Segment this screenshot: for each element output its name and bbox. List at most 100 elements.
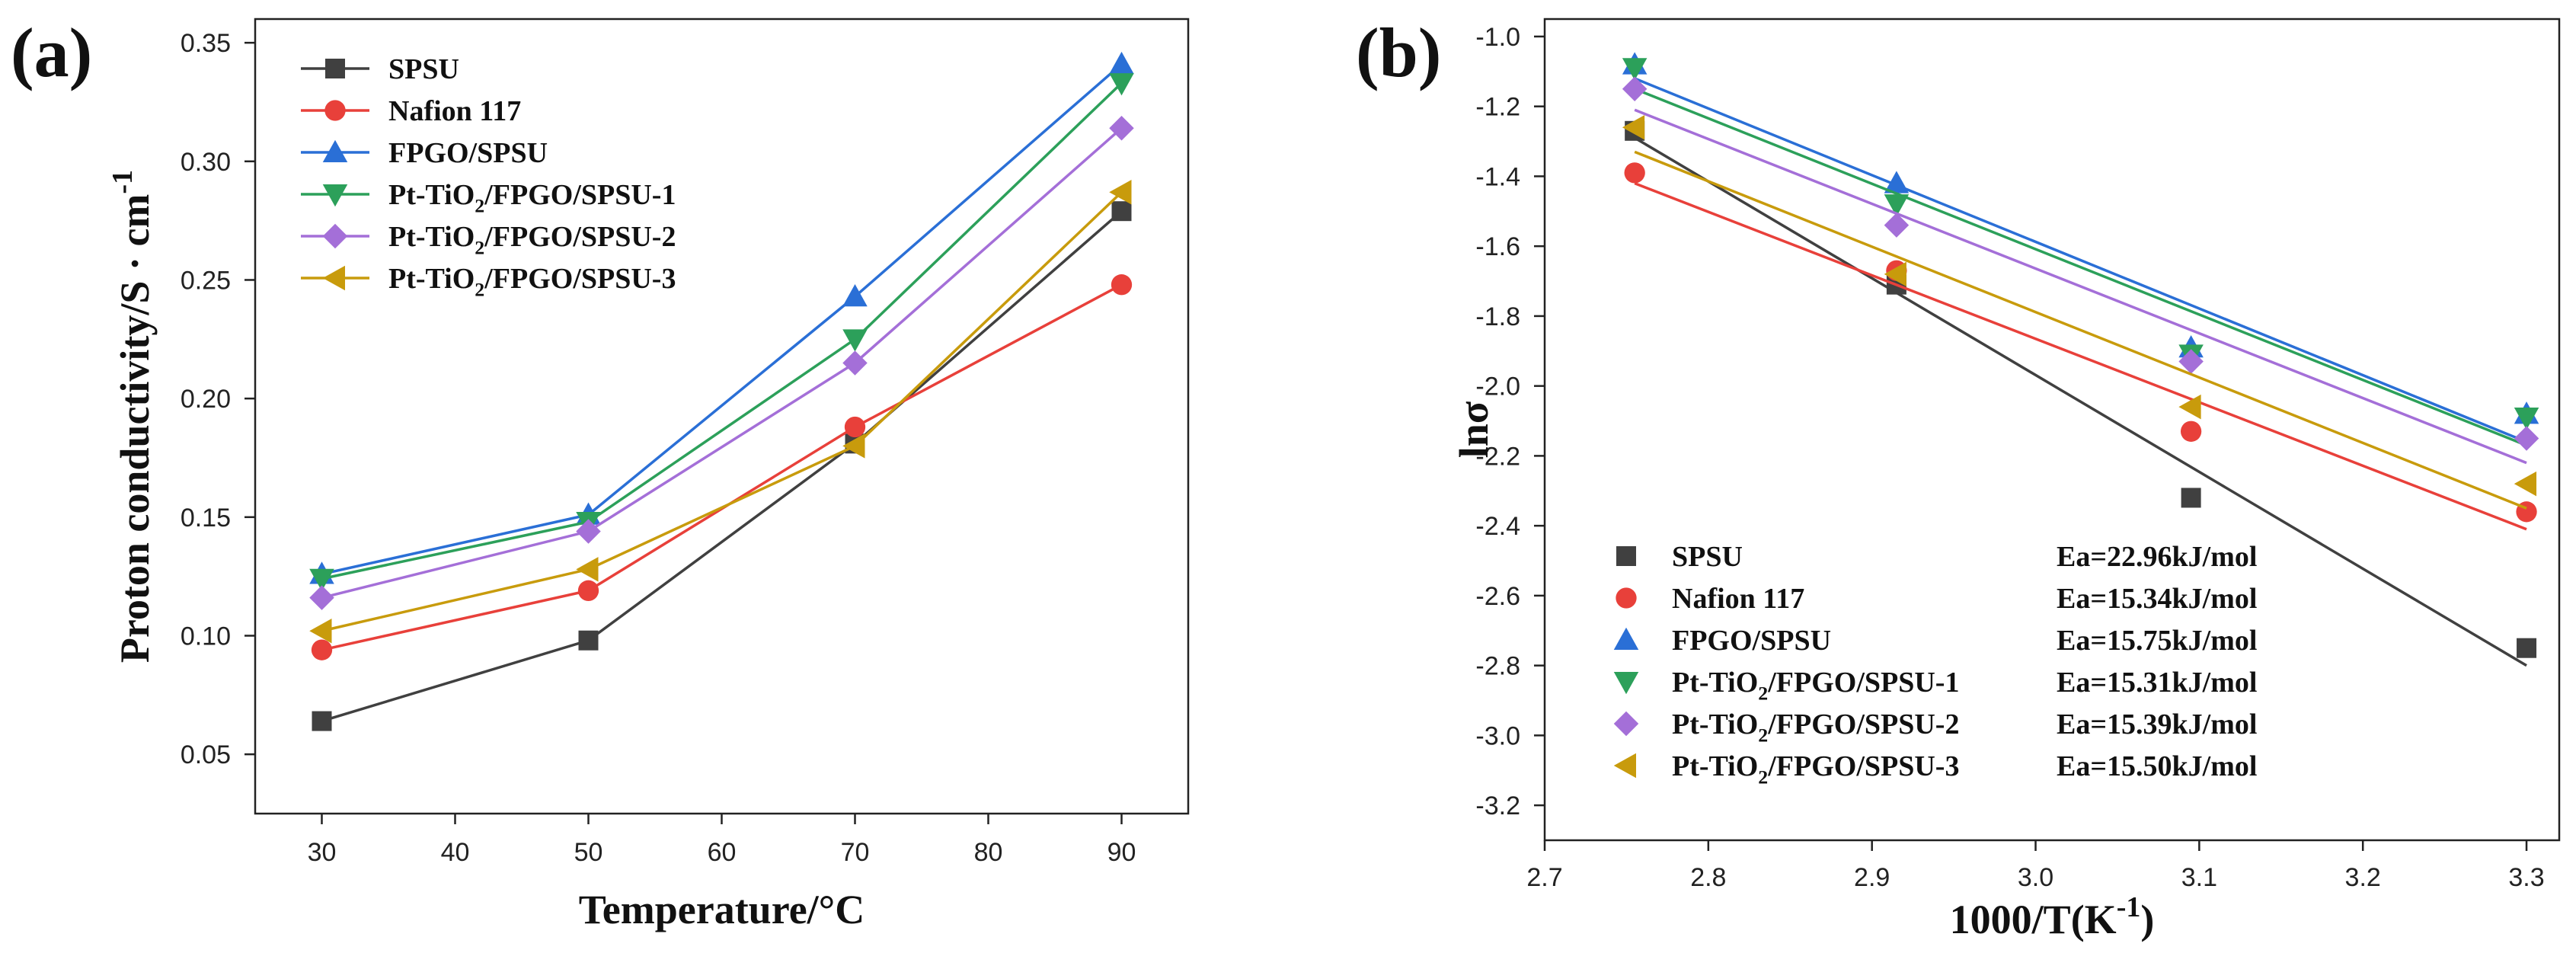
legend-label-pt-tio2-fpgo-spsu-3: Pt-TiO2/FPGO/SPSU-3 bbox=[388, 263, 676, 301]
data-point-pt-tio2-fpgo-spsu-2 bbox=[2178, 349, 2204, 374]
legend-label-spsu: SPSU bbox=[1672, 541, 1743, 573]
x-tick-label: 30 bbox=[308, 838, 337, 867]
legend-label-tail: /FPGO/SPSU-1 bbox=[1767, 667, 1959, 699]
data-point-spsu bbox=[1111, 201, 1132, 222]
legend-label-spsu: SPSU bbox=[388, 53, 459, 85]
x-axis-title-main: 1000/T(K bbox=[1950, 897, 2117, 942]
y-axis-title-main: Proton conductivity/S · cm bbox=[112, 194, 158, 664]
data-point-pt-tio2-fpgo-spsu-3 bbox=[309, 619, 332, 644]
legend-marker-spsu bbox=[1616, 546, 1636, 566]
data-point-spsu bbox=[312, 711, 332, 731]
panel-b-arrhenius-plot: 2.7 2.8 2.9 3.0 3.1 3.2 3.3 -1.0 -1.2 -1.4 -1.6 -1.… bbox=[1356, 14, 2561, 942]
legend-ea-fpgo-spsu: Ea=15.75kJ/mol bbox=[2057, 625, 2257, 657]
y-tick-label: -1.4 bbox=[1475, 162, 1520, 191]
x-axis-title: Temperature/°C bbox=[579, 887, 865, 932]
data-point-nafion-117 bbox=[311, 639, 333, 660]
data-point-pt-tio2-fpgo-spsu-2 bbox=[309, 585, 334, 610]
legend-marker-pt-tio2-fpgo-spsu-1 bbox=[1613, 672, 1639, 695]
legend-marker-pt-tio2-fpgo-spsu-1 bbox=[322, 184, 348, 207]
series-line-pt-tio2-fpgo-spsu-3 bbox=[321, 191, 1123, 632]
legend-label-nafion-117: Nafion 117 bbox=[1672, 583, 1804, 615]
y-tick-label: 0.35 bbox=[181, 29, 231, 58]
data-point-pt-tio2-fpgo-spsu-1 bbox=[2514, 407, 2539, 430]
legend-marker-nafion-117 bbox=[1616, 587, 1637, 609]
fit-line-pt-tio2-fpgo-spsu-3 bbox=[1634, 150, 2527, 510]
data-point-nafion-117 bbox=[1624, 162, 1645, 184]
legend-label-subscript: 2 bbox=[1758, 766, 1768, 788]
fit-line-spsu bbox=[1634, 136, 2527, 667]
series-line-spsu bbox=[321, 209, 1123, 723]
series-line-pt-tio2-fpgo-spsu-2 bbox=[321, 126, 1123, 600]
legend-ea-pt-tio2-fpgo-spsu-2: Ea=15.39kJ/mol bbox=[2057, 708, 2257, 740]
series-line-pt-tio2-fpgo-spsu-1 bbox=[321, 82, 1123, 580]
y-tick-label: -2.2 bbox=[1475, 442, 1520, 471]
legend-label-main: SPSU bbox=[388, 53, 459, 85]
legend-label-tail: /FPGO/SPSU-3 bbox=[1767, 750, 1959, 782]
series-pt-tio2-fpgo-spsu-2 bbox=[1622, 76, 2539, 465]
data-point-pt-tio2-fpgo-spsu-2 bbox=[1884, 213, 1910, 238]
series-pt-tio2-fpgo-spsu-3 bbox=[309, 180, 1132, 644]
y-tick-label: -3.2 bbox=[1475, 792, 1520, 820]
legend-ea-nafion-117: Ea=15.34kJ/mol bbox=[2057, 583, 2257, 615]
legend-label-pt-tio2-fpgo-spsu-2: Pt-TiO2/FPGO/SPSU-2 bbox=[388, 221, 676, 259]
x-axis-title-tail: ) bbox=[2140, 897, 2154, 942]
legend-label-pt-tio2-fpgo-spsu-1: Pt-TiO2/FPGO/SPSU-1 bbox=[388, 179, 676, 217]
data-point-spsu bbox=[2517, 638, 2537, 658]
fit-line-pt-tio2-fpgo-spsu-1 bbox=[1634, 88, 2527, 447]
y-tick-label: -1.8 bbox=[1475, 302, 1520, 331]
legend-label-tail: /FPGO/SPSU-2 bbox=[484, 221, 676, 253]
x-tick-label: 2.7 bbox=[1526, 863, 1562, 892]
data-point-fpgo-spsu bbox=[1884, 171, 1910, 193]
legend-label-main: Pt-TiO bbox=[1672, 750, 1758, 782]
x-tick-label: 60 bbox=[708, 838, 737, 867]
x-tick-label: 90 bbox=[1107, 838, 1136, 867]
y-axis-title: lnσ bbox=[1451, 401, 1497, 458]
y-tick-label: 0.05 bbox=[181, 740, 231, 769]
legend-label-main: Nafion 117 bbox=[388, 95, 521, 127]
panel-a-line-chart: 30 40 50 60 70 80 90 0.05 0.10 0.15 0.20 0.25 0.30 0.… bbox=[11, 14, 1190, 932]
x-tick-label: 2.8 bbox=[1690, 863, 1726, 892]
legend-marker-pt-tio2-fpgo-spsu-3 bbox=[322, 265, 345, 291]
data-point-pt-tio2-fpgo-spsu-2 bbox=[842, 350, 868, 376]
y-tick-label: -2.4 bbox=[1475, 512, 1520, 541]
data-point-nafion-117 bbox=[1111, 274, 1133, 296]
x-tick-label: 3.0 bbox=[2018, 863, 2053, 892]
legend-label-main: Pt-TiO bbox=[388, 179, 475, 211]
legend-label-subscript: 2 bbox=[475, 279, 484, 301]
y-tick-label: -2.8 bbox=[1475, 652, 1520, 681]
data-point-pt-tio2-fpgo-spsu-3 bbox=[2514, 471, 2537, 497]
legend-marker-nafion-117 bbox=[324, 100, 346, 121]
panel-label-b: (b) bbox=[1356, 14, 1441, 91]
series-pt-tio2-fpgo-spsu-3 bbox=[1622, 114, 2537, 510]
data-point-pt-tio2-fpgo-spsu-3 bbox=[1622, 114, 1645, 140]
data-point-spsu bbox=[578, 630, 599, 651]
legend-marker-spsu bbox=[325, 59, 345, 78]
y-tick-label: 0.20 bbox=[181, 385, 231, 414]
legend-b: SPSU Ea=22.96kJ/mol Nafion 117 Ea=15.34kJ/m… bbox=[1613, 541, 2257, 788]
fit-line-pt-tio2-fpgo-spsu-2 bbox=[1634, 108, 2527, 465]
y-axis-title: Proton conductivity/S · cm-1 bbox=[107, 170, 158, 663]
data-point-pt-tio2-fpgo-spsu-3 bbox=[2178, 394, 2201, 420]
y-tick-label: 0.25 bbox=[181, 266, 231, 295]
x-tick-label: 80 bbox=[974, 838, 1003, 867]
legend-label-main: Pt-TiO bbox=[1672, 667, 1758, 699]
x-tick-label: 2.9 bbox=[1854, 863, 1890, 892]
x-axis-title: 1000/T(K-1) bbox=[1950, 891, 2155, 942]
x-tick-label: 3.1 bbox=[2181, 863, 2217, 892]
y-axis-title-superscript: -1 bbox=[107, 170, 139, 194]
data-point-pt-tio2-fpgo-spsu-3 bbox=[1884, 261, 1906, 287]
x-tick-label: 3.3 bbox=[2508, 863, 2544, 892]
data-point-pt-tio2-fpgo-spsu-2 bbox=[576, 519, 601, 544]
y-tick-label: 0.10 bbox=[181, 622, 231, 651]
legend-marker-fpgo-spsu bbox=[1613, 627, 1639, 650]
data-point-pt-tio2-fpgo-spsu-2 bbox=[1109, 115, 1134, 141]
legend-label-main: Nafion 117 bbox=[1672, 583, 1804, 615]
legend-label-main: Pt-TiO bbox=[388, 263, 475, 295]
data-point-spsu bbox=[2181, 488, 2201, 508]
legend-marker-pt-tio2-fpgo-spsu-2 bbox=[1613, 711, 1639, 737]
y-tick-label: -2.6 bbox=[1475, 582, 1520, 611]
legend-marker-pt-tio2-fpgo-spsu-3 bbox=[1613, 753, 1636, 779]
